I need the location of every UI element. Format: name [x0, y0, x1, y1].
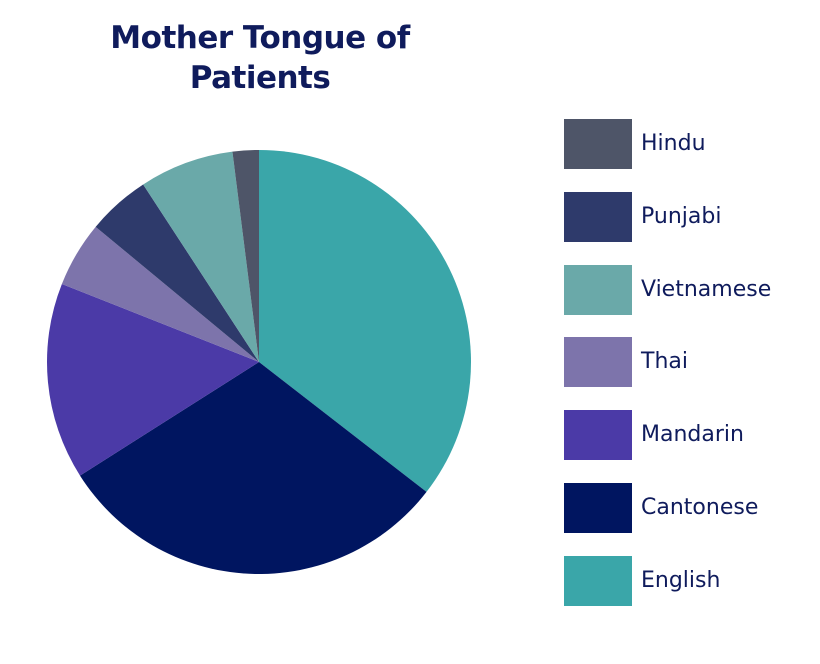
legend-label: Thai	[641, 349, 688, 375]
legend-label: Punjabi	[641, 203, 722, 229]
legend-swatch	[564, 264, 632, 315]
legend-label: English	[641, 567, 721, 593]
legend-item-vietnamese: Vietnamese	[564, 264, 804, 315]
pie-slice-cantonese	[80, 362, 427, 574]
legend-swatch	[564, 410, 632, 461]
chart-title: Mother Tongue of Patients	[110, 20, 410, 96]
legend-label: Vietnamese	[641, 276, 772, 302]
legend-item-thai: Thai	[564, 337, 804, 388]
pie-slice-vietnamese	[143, 151, 259, 362]
legend-item-hindu: Hindu	[564, 119, 804, 169]
legend-item-cantonese: Cantonese	[564, 483, 804, 533]
legend-label: Mandarin	[641, 422, 744, 448]
legend-swatch	[564, 191, 632, 242]
legend-swatch	[564, 483, 632, 533]
pie-slice-hindu	[232, 150, 259, 362]
pie-slice-english	[259, 150, 471, 492]
legend-swatch	[564, 119, 632, 169]
legend-label: Hindu	[641, 131, 706, 156]
legend-swatch	[564, 337, 632, 388]
legend-swatch	[564, 555, 632, 606]
pie-slice-mandarin	[46, 283, 259, 476]
legend-label: Cantonese	[641, 495, 759, 520]
legend-item-punjabi: Punjabi	[564, 191, 804, 242]
pie-slice-thai	[61, 226, 259, 362]
pie-slice-punjabi	[95, 184, 260, 362]
legend-item-mandarin: Mandarin	[564, 410, 804, 461]
legend-item-english: English	[564, 555, 804, 606]
